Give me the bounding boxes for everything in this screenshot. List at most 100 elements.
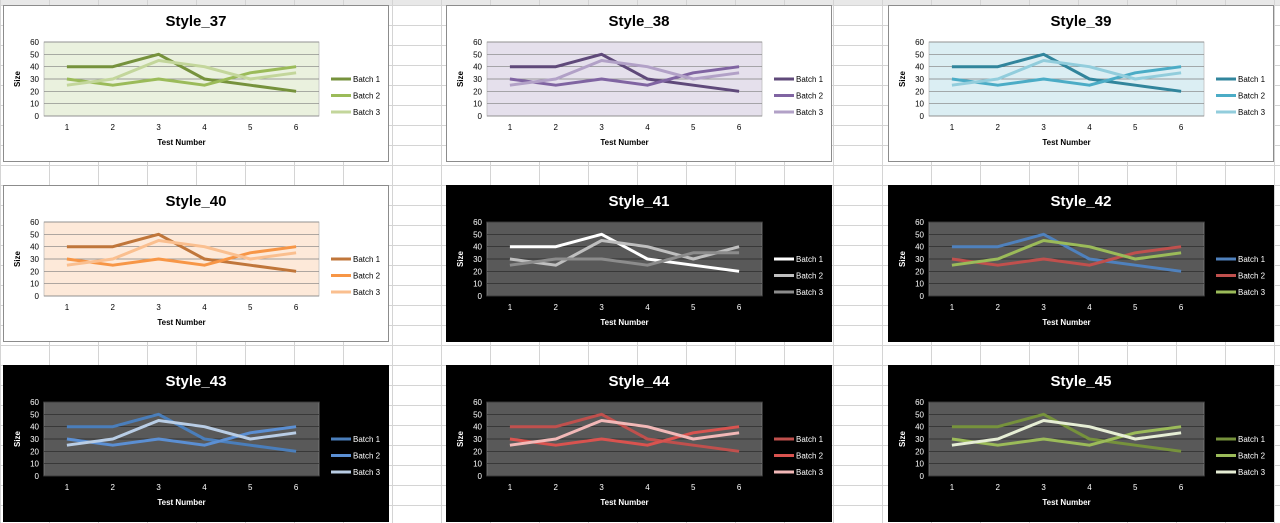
chart-style-44[interactable]: Style_44 0 10 20 30 40 50 60 1 2 3 4 5 6 Test Number Si… (446, 365, 832, 522)
y-tick-label: 30 (30, 255, 39, 264)
y-tick-label: 60 (473, 218, 482, 227)
series-line-batch-2[interactable] (66, 65, 297, 87)
x-tick-label: 1 (508, 303, 513, 312)
series-line-batch-1[interactable] (66, 412, 297, 453)
chart-style-43[interactable]: Style_43 0 10 20 30 40 50 60 1 2 3 4 5 6 Test Number Si… (3, 365, 389, 522)
legend-label: Batch 3 (1238, 288, 1266, 297)
series-line-batch-1[interactable] (66, 52, 297, 93)
series-line-batch-1[interactable] (951, 52, 1182, 93)
y-tick-label: 40 (915, 63, 924, 72)
series-line-batch-2[interactable] (951, 65, 1182, 87)
x-tick-label: 2 (996, 123, 1001, 132)
y-tick-label: 60 (30, 398, 39, 407)
y-tick-label: 30 (473, 435, 482, 444)
y-axis-title: Size (456, 250, 465, 267)
x-tick-label: 5 (691, 483, 696, 492)
y-tick-label: 0 (35, 112, 40, 121)
legend-label: Batch 1 (353, 75, 381, 84)
chart-style-40[interactable]: Style_40 0 10 20 30 40 50 60 1 2 3 4 5 6 Test Number Si… (3, 185, 389, 342)
x-tick-label: 5 (248, 123, 253, 132)
series-line-batch-2[interactable] (66, 425, 297, 447)
x-tick-label: 3 (599, 303, 604, 312)
y-tick-label: 10 (915, 460, 924, 469)
chart-title: Style_41 (609, 193, 670, 210)
series-line-batch-2[interactable] (509, 239, 740, 267)
chart-title: Style_44 (609, 373, 671, 390)
y-tick-label: 10 (915, 100, 924, 109)
y-axis-title: Size (456, 70, 465, 87)
chart-svg: Style_42 0 10 20 30 40 50 60 1 2 3 4 5 6 Test Number Si… (888, 185, 1274, 342)
chart-style-42[interactable]: Style_42 0 10 20 30 40 50 60 1 2 3 4 5 6 Test Number Si… (888, 185, 1274, 342)
series-line-batch-3[interactable] (951, 419, 1182, 447)
chart-style-39[interactable]: Style_39 0 10 20 30 40 50 60 1 2 3 4 5 6 Test Number Si… (888, 5, 1274, 162)
legend-label: Batch 3 (1238, 108, 1266, 117)
y-tick-label: 30 (915, 75, 924, 84)
legend-label: Batch 1 (1238, 75, 1266, 84)
legend-label: Batch 2 (353, 92, 381, 101)
chart-style-38[interactable]: Style_38 0 10 20 30 40 50 60 1 2 3 4 5 6 Test Number Si… (446, 5, 832, 162)
series-line-batch-1[interactable] (509, 232, 740, 273)
x-tick-label: 6 (294, 303, 299, 312)
y-tick-label: 0 (920, 292, 925, 301)
series-line-batch-3[interactable] (509, 251, 740, 267)
legend-label: Batch 1 (1238, 255, 1266, 264)
x-tick-label: 4 (202, 483, 207, 492)
y-axis-title: Size (898, 430, 907, 447)
x-tick-label: 6 (294, 483, 299, 492)
x-tick-label: 2 (111, 303, 116, 312)
chart-svg: Style_37 0 10 20 30 40 50 60 1 2 3 4 5 6 Test Number Si… (3, 5, 389, 162)
x-axis-title: Test Number (1042, 318, 1090, 327)
y-tick-label: 10 (30, 100, 39, 109)
series-line-batch-2[interactable] (66, 245, 297, 267)
y-tick-label: 20 (915, 87, 924, 96)
y-axis-title: Size (456, 430, 465, 447)
x-tick-label: 2 (554, 303, 559, 312)
chart-title: Style_38 (609, 13, 670, 30)
x-tick-label: 5 (248, 303, 253, 312)
chart-style-37[interactable]: Style_37 0 10 20 30 40 50 60 1 2 3 4 5 6 Test Number Si… (3, 5, 389, 162)
y-tick-label: 0 (478, 292, 483, 301)
series-line-batch-1[interactable] (509, 52, 740, 93)
series-line-batch-2[interactable] (509, 425, 740, 447)
series-line-batch-3[interactable] (951, 239, 1182, 267)
legend-label: Batch 3 (796, 108, 824, 117)
y-tick-label: 60 (473, 38, 482, 47)
chart-style-45[interactable]: Style_45 0 10 20 30 40 50 60 1 2 3 4 5 6 Test Number Si… (888, 365, 1274, 522)
y-tick-label: 50 (30, 50, 39, 59)
y-tick-label: 50 (473, 410, 482, 419)
x-tick-label: 4 (1087, 483, 1092, 492)
y-tick-label: 20 (30, 267, 39, 276)
y-tick-label: 50 (915, 50, 924, 59)
x-tick-label: 1 (950, 123, 955, 132)
x-axis-title: Test Number (600, 498, 648, 507)
series-line-batch-1[interactable] (66, 232, 297, 273)
chart-svg: Style_40 0 10 20 30 40 50 60 1 2 3 4 5 6 Test Number Si… (3, 185, 389, 342)
y-tick-label: 50 (473, 50, 482, 59)
y-tick-label: 10 (30, 460, 39, 469)
y-tick-label: 10 (473, 100, 482, 109)
series-line-batch-3[interactable] (509, 59, 740, 87)
series-line-batch-2[interactable] (951, 245, 1182, 267)
series-line-batch-1[interactable] (951, 412, 1182, 453)
y-axis-title: Size (13, 430, 22, 447)
series-line-batch-3[interactable] (66, 59, 297, 87)
series-line-batch-3[interactable] (509, 419, 740, 447)
x-tick-label: 1 (950, 483, 955, 492)
y-tick-label: 10 (473, 460, 482, 469)
series-line-batch-2[interactable] (951, 425, 1182, 447)
series-line-batch-1[interactable] (951, 232, 1182, 273)
x-tick-label: 3 (1041, 483, 1046, 492)
x-axis-title: Test Number (600, 318, 648, 327)
series-line-batch-3[interactable] (951, 59, 1182, 87)
y-axis-title: Size (898, 70, 907, 87)
series-line-batch-1[interactable] (509, 412, 740, 453)
chart-style-41[interactable]: Style_41 0 10 20 30 40 50 60 1 2 3 4 5 6 Test Number Si… (446, 185, 832, 342)
chart-title: Style_40 (166, 193, 227, 210)
legend-label: Batch 2 (796, 452, 824, 461)
y-tick-label: 30 (915, 255, 924, 264)
series-line-batch-3[interactable] (66, 419, 297, 447)
series-line-batch-2[interactable] (509, 65, 740, 87)
x-tick-label: 4 (202, 123, 207, 132)
series-line-batch-3[interactable] (66, 239, 297, 267)
y-tick-label: 0 (35, 292, 40, 301)
